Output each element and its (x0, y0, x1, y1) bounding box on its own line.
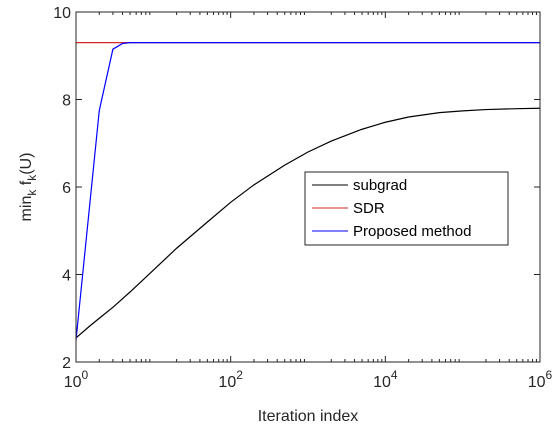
x-tick-label: 100 (64, 368, 89, 391)
legend-label-proposed: Proposed method (353, 223, 471, 240)
y-axis-label: mink fk(U) (18, 153, 39, 222)
legend-label-subgrad: subgrad (353, 177, 407, 194)
x-tick-label: 106 (528, 368, 553, 391)
plot-frame (75, 11, 541, 363)
legend-label-sdr: SDR (353, 200, 385, 217)
tick-labels-layer: 100 102 104 106 2 4 6 8 10 (53, 5, 552, 391)
y-tick-label: 4 (62, 268, 71, 285)
x-tick-label: 102 (218, 368, 243, 391)
y-tick-label: 10 (53, 5, 71, 22)
series-line-subgrad (75, 107, 541, 339)
y-tick-label: 8 (62, 93, 71, 110)
x-axis-label: Iteration index (258, 408, 359, 425)
series-line-proposed-method (75, 42, 540, 341)
y-tick-label: 2 (62, 355, 71, 372)
y-tick-label: 6 (62, 180, 71, 197)
x-tick-label: 104 (373, 368, 398, 391)
legend: subgrad SDR Proposed method (304, 171, 509, 246)
series-layer (75, 42, 541, 341)
